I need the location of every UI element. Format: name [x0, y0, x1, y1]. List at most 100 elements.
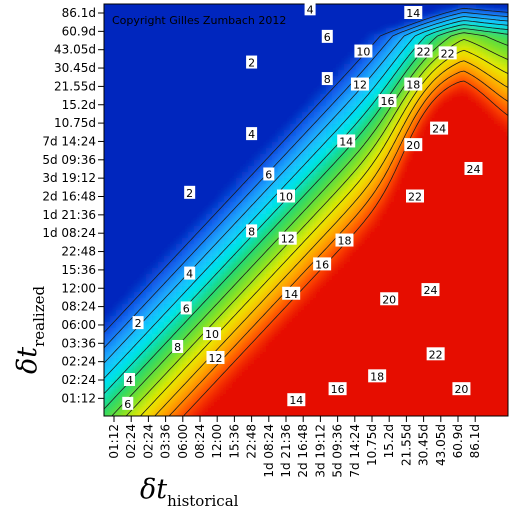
heat-cell — [428, 256, 435, 263]
heat-cell — [500, 298, 507, 305]
heat-cell — [188, 388, 195, 395]
heat-cell — [398, 394, 405, 401]
heat-cell — [134, 232, 141, 239]
heat-cell — [236, 238, 243, 245]
heat-cell — [260, 298, 267, 305]
heat-cell — [380, 394, 387, 401]
heat-cell — [398, 340, 405, 347]
heat-cell — [206, 268, 213, 275]
heat-cell — [434, 160, 441, 167]
heat-cell — [446, 220, 453, 227]
heat-cell — [128, 76, 135, 83]
heat-cell — [278, 400, 285, 407]
heat-cell — [380, 286, 387, 293]
heat-cell — [248, 142, 255, 149]
heat-cell — [152, 340, 159, 347]
heat-cell — [218, 160, 225, 167]
heat-cell — [134, 226, 141, 233]
heat-cell — [110, 346, 117, 353]
heat-cell — [242, 196, 249, 203]
heat-cell — [440, 262, 447, 269]
heat-cell — [170, 208, 177, 215]
heat-cell — [458, 112, 465, 119]
heat-cell — [128, 82, 135, 89]
heat-cell — [188, 16, 195, 23]
heat-cell — [248, 364, 255, 371]
heat-cell — [470, 88, 477, 95]
heat-cell — [302, 382, 309, 389]
heat-cell — [386, 262, 393, 269]
heat-cell — [248, 400, 255, 407]
heat-cell — [392, 310, 399, 317]
heat-cell — [176, 208, 183, 215]
heat-cell — [446, 148, 453, 155]
heat-cell — [458, 352, 465, 359]
heat-cell — [410, 52, 417, 59]
heat-cell — [392, 334, 399, 341]
heat-cell — [476, 268, 483, 275]
heat-cell — [308, 100, 315, 107]
heat-cell — [476, 262, 483, 269]
heat-cell — [188, 298, 195, 305]
heat-cell — [488, 46, 495, 53]
heat-cell — [356, 112, 363, 119]
heat-cell — [170, 124, 177, 131]
heat-cell — [110, 100, 117, 107]
heat-cell — [476, 112, 483, 119]
heat-cell — [446, 400, 453, 407]
heat-cell — [440, 202, 447, 209]
heat-cell — [254, 70, 261, 77]
heat-cell — [260, 148, 267, 155]
heat-cell — [374, 256, 381, 263]
heat-cell — [380, 406, 387, 413]
heat-cell — [188, 142, 195, 149]
heat-cell — [326, 364, 333, 371]
heat-cell — [224, 388, 231, 395]
heat-cell — [392, 148, 399, 155]
heat-cell — [374, 70, 381, 77]
heat-cell — [296, 184, 303, 191]
heat-cell — [380, 346, 387, 353]
heat-cell — [128, 22, 135, 29]
heat-cell — [464, 184, 471, 191]
heat-cell — [320, 208, 327, 215]
heat-cell — [176, 106, 183, 113]
heat-cell — [458, 88, 465, 95]
heat-cell — [356, 94, 363, 101]
heat-cell — [146, 340, 153, 347]
heat-cell — [230, 262, 237, 269]
heat-cell — [398, 262, 405, 269]
heat-cell — [194, 76, 201, 83]
heat-cell — [464, 310, 471, 317]
heat-cell — [200, 316, 207, 323]
heat-cell — [404, 52, 411, 59]
heat-cell — [272, 322, 279, 329]
heat-cell — [470, 310, 477, 317]
heat-cell — [380, 82, 387, 89]
heat-cell — [170, 70, 177, 77]
heat-cell — [356, 412, 363, 416]
heat-cell — [176, 322, 183, 329]
heat-cell — [428, 106, 435, 113]
heat-cell — [296, 316, 303, 323]
heat-cell — [326, 376, 333, 383]
heat-cell — [110, 82, 117, 89]
heat-cell — [332, 244, 339, 251]
heat-cell — [200, 406, 207, 413]
heat-cell — [398, 58, 405, 65]
heat-cell — [464, 190, 471, 197]
heat-cell — [332, 58, 339, 65]
heat-cell — [392, 142, 399, 149]
heat-cell — [272, 172, 279, 179]
heat-cell — [284, 298, 291, 305]
heat-cell — [242, 268, 249, 275]
heat-cell — [344, 340, 351, 347]
heat-cell — [146, 40, 153, 47]
heat-cell — [452, 58, 459, 65]
heat-cell — [440, 100, 447, 107]
heat-cell — [248, 388, 255, 395]
heat-cell — [308, 112, 315, 119]
heat-cell — [488, 154, 495, 161]
heat-cell — [398, 64, 405, 71]
heat-cell — [398, 382, 405, 389]
